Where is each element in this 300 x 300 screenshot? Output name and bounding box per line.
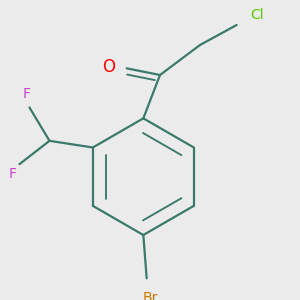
Text: Br: Br (142, 291, 158, 300)
Text: F: F (9, 167, 17, 181)
Text: Cl: Cl (250, 8, 263, 22)
Text: O: O (102, 58, 115, 76)
Text: F: F (22, 87, 30, 101)
